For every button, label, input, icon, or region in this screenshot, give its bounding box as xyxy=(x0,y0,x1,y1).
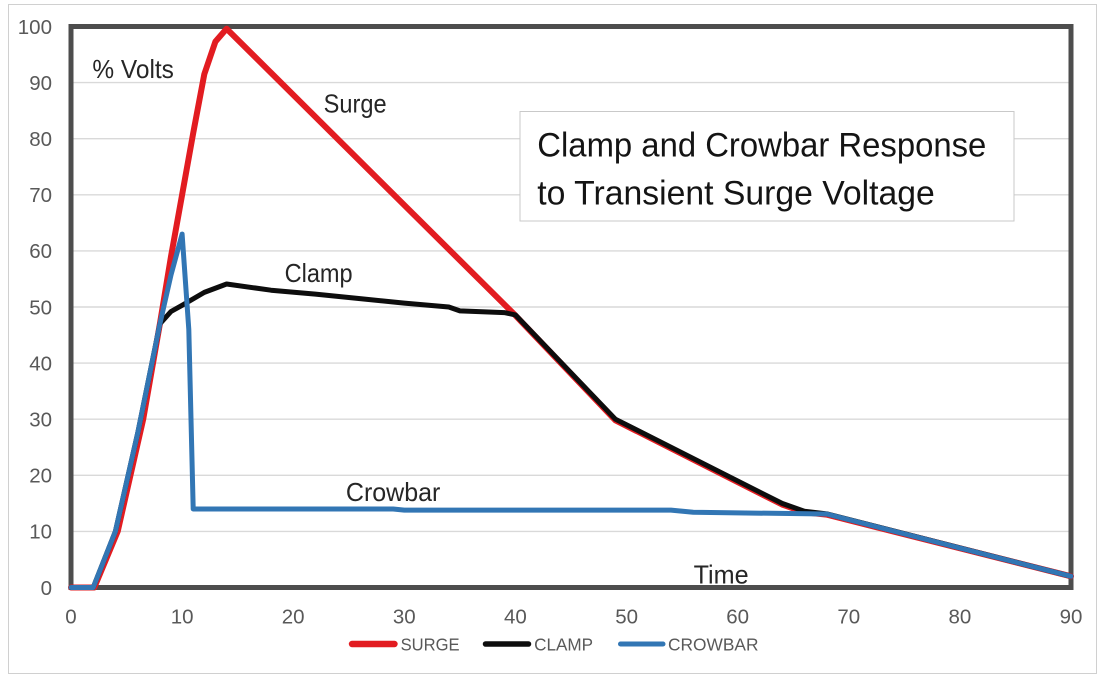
svg-text:70: 70 xyxy=(837,605,860,628)
svg-text:20: 20 xyxy=(29,465,52,488)
svg-text:30: 30 xyxy=(29,409,52,432)
svg-text:50: 50 xyxy=(29,296,52,319)
svg-text:Surge: Surge xyxy=(324,89,387,119)
svg-text:50: 50 xyxy=(615,605,638,628)
svg-text:90: 90 xyxy=(1060,605,1083,628)
svg-text:SURGE: SURGE xyxy=(401,635,460,655)
svg-text:60: 60 xyxy=(29,240,52,263)
svg-text:10: 10 xyxy=(29,521,52,544)
svg-text:100: 100 xyxy=(18,16,52,39)
svg-text:Clamp: Clamp xyxy=(285,258,353,288)
svg-text:40: 40 xyxy=(29,352,52,375)
svg-text:Crowbar: Crowbar xyxy=(346,477,441,507)
svg-text:Clamp and Crowbar Response: Clamp and Crowbar Response xyxy=(537,127,986,165)
svg-text:10: 10 xyxy=(171,605,194,628)
svg-text:40: 40 xyxy=(504,605,527,628)
svg-text:70: 70 xyxy=(29,184,52,207)
svg-text:to Transient Surge Voltage: to Transient Surge Voltage xyxy=(537,175,935,213)
svg-text:60: 60 xyxy=(726,605,749,628)
svg-text:90: 90 xyxy=(29,72,52,95)
svg-text:80: 80 xyxy=(29,128,52,151)
svg-text:CROWBAR: CROWBAR xyxy=(668,635,759,655)
svg-text:CLAMP: CLAMP xyxy=(534,635,593,655)
svg-text:20: 20 xyxy=(282,605,305,628)
svg-text:80: 80 xyxy=(948,605,971,628)
svg-text:0: 0 xyxy=(65,605,76,628)
svg-text:Time: Time xyxy=(694,559,749,589)
svg-text:% Volts: % Volts xyxy=(92,54,173,84)
svg-text:30: 30 xyxy=(393,605,416,628)
svg-text:0: 0 xyxy=(41,577,52,600)
